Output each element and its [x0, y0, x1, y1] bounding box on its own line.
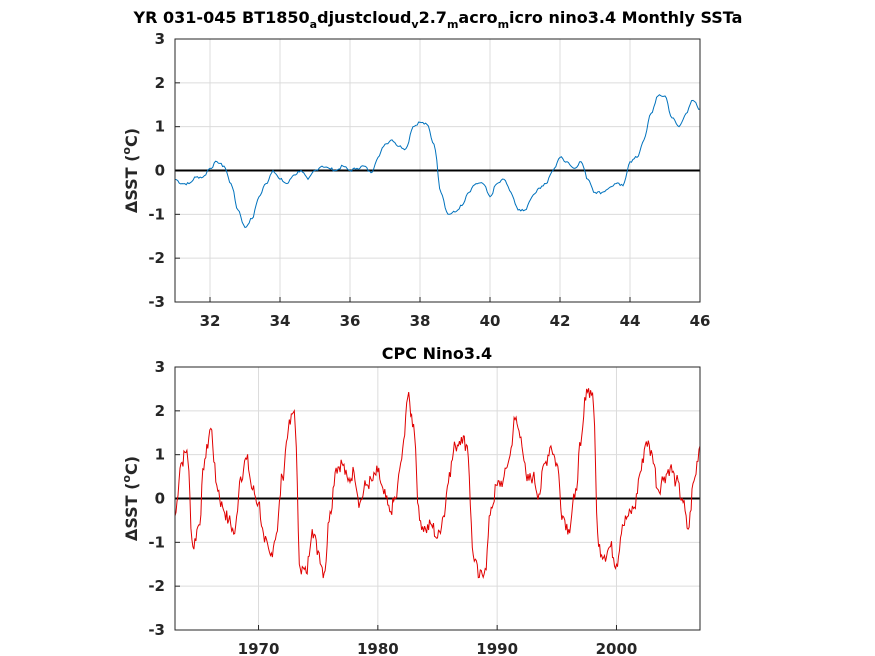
ylabel-superscript: o: [120, 147, 133, 155]
title-subscript: a: [310, 18, 317, 31]
title-segment: YR 031-045 BT1850: [133, 8, 310, 27]
bottom-chart-axes: 1970 1980 1990 2000 3 2 1 0 -1 -2 -3: [148, 358, 637, 656]
top-chart-ytick-label: 1: [155, 118, 165, 136]
top-chart-frame: [174, 38, 701, 303]
top-chart-ytick-label: 0: [155, 162, 165, 180]
top-chart-ylabel: ΔSST (oC): [120, 128, 141, 213]
title-segment: 2.7: [419, 8, 447, 27]
top-chart-series-line: [174, 94, 701, 229]
top-chart-xtick-label: 40: [480, 312, 501, 330]
bottom-chart-series: [174, 388, 701, 579]
bottom-chart-xtick-label: 1980: [357, 640, 399, 656]
top-chart-xtick-label: 44: [620, 312, 641, 330]
top-chart-xtick-label: 32: [200, 312, 221, 330]
ylabel-segment: C): [122, 128, 141, 147]
bottom-chart-ytick-label: -3: [148, 621, 165, 639]
top-chart-xtick-label: 46: [690, 312, 711, 330]
bottom-chart-ytick-label: 1: [155, 446, 165, 464]
title-subscript: m: [447, 18, 458, 31]
bottom-chart-ytick-label: -1: [148, 533, 165, 551]
top-chart-series: [174, 94, 701, 229]
bottom-chart-frame: [174, 366, 701, 631]
ylabel-segment: ΔSST (: [122, 155, 141, 214]
ylabel-segment: ΔSST (: [122, 483, 141, 542]
title-subscript: m: [498, 18, 509, 31]
top-chart-xtick-label: 38: [410, 312, 431, 330]
bottom-chart-ytick-label: 3: [155, 358, 165, 376]
bottom-chart: 1970 1980 1990 2000 3 2 1 0 -1 -2 -3 CPC Nino3.4 Δ…: [120, 344, 701, 656]
top-chart-xtick-label: 36: [340, 312, 361, 330]
bottom-chart-xtick-label: 1990: [476, 640, 518, 656]
bottom-chart-ytick-label: -2: [148, 577, 165, 595]
top-chart-xtick-label: 34: [270, 312, 291, 330]
top-chart-ytick-label: 2: [155, 74, 165, 92]
bottom-chart-xtick-label: 2000: [596, 640, 638, 656]
title-segment: icro nino3.4 Monthly SSTa: [509, 8, 742, 27]
bottom-chart-series-line: [174, 388, 701, 579]
title-segment: acro: [458, 8, 497, 27]
bottom-chart-ylabel: ΔSST (oC): [120, 456, 141, 541]
ylabel-segment: C): [122, 456, 141, 475]
ylabel-superscript: o: [120, 475, 133, 483]
title-subscript: v: [411, 18, 419, 31]
top-chart-ytick-label: -3: [148, 293, 165, 311]
bottom-chart-xtick-label: 1970: [238, 640, 280, 656]
top-chart-xtick-label: 42: [550, 312, 571, 330]
top-chart-ytick-label: 3: [155, 30, 165, 48]
top-chart-ytick-label: -1: [148, 205, 165, 223]
top-chart-title: YR 031-045 BT1850adjustcloudv2.7macromic…: [133, 8, 743, 31]
bottom-chart-title: CPC Nino3.4: [382, 344, 492, 363]
title-segment: djustcloud: [317, 8, 411, 27]
bottom-chart-ytick-label: 2: [155, 402, 165, 420]
bottom-chart-ytick-label: 0: [155, 490, 165, 508]
top-chart-ytick-label: -2: [148, 249, 165, 267]
